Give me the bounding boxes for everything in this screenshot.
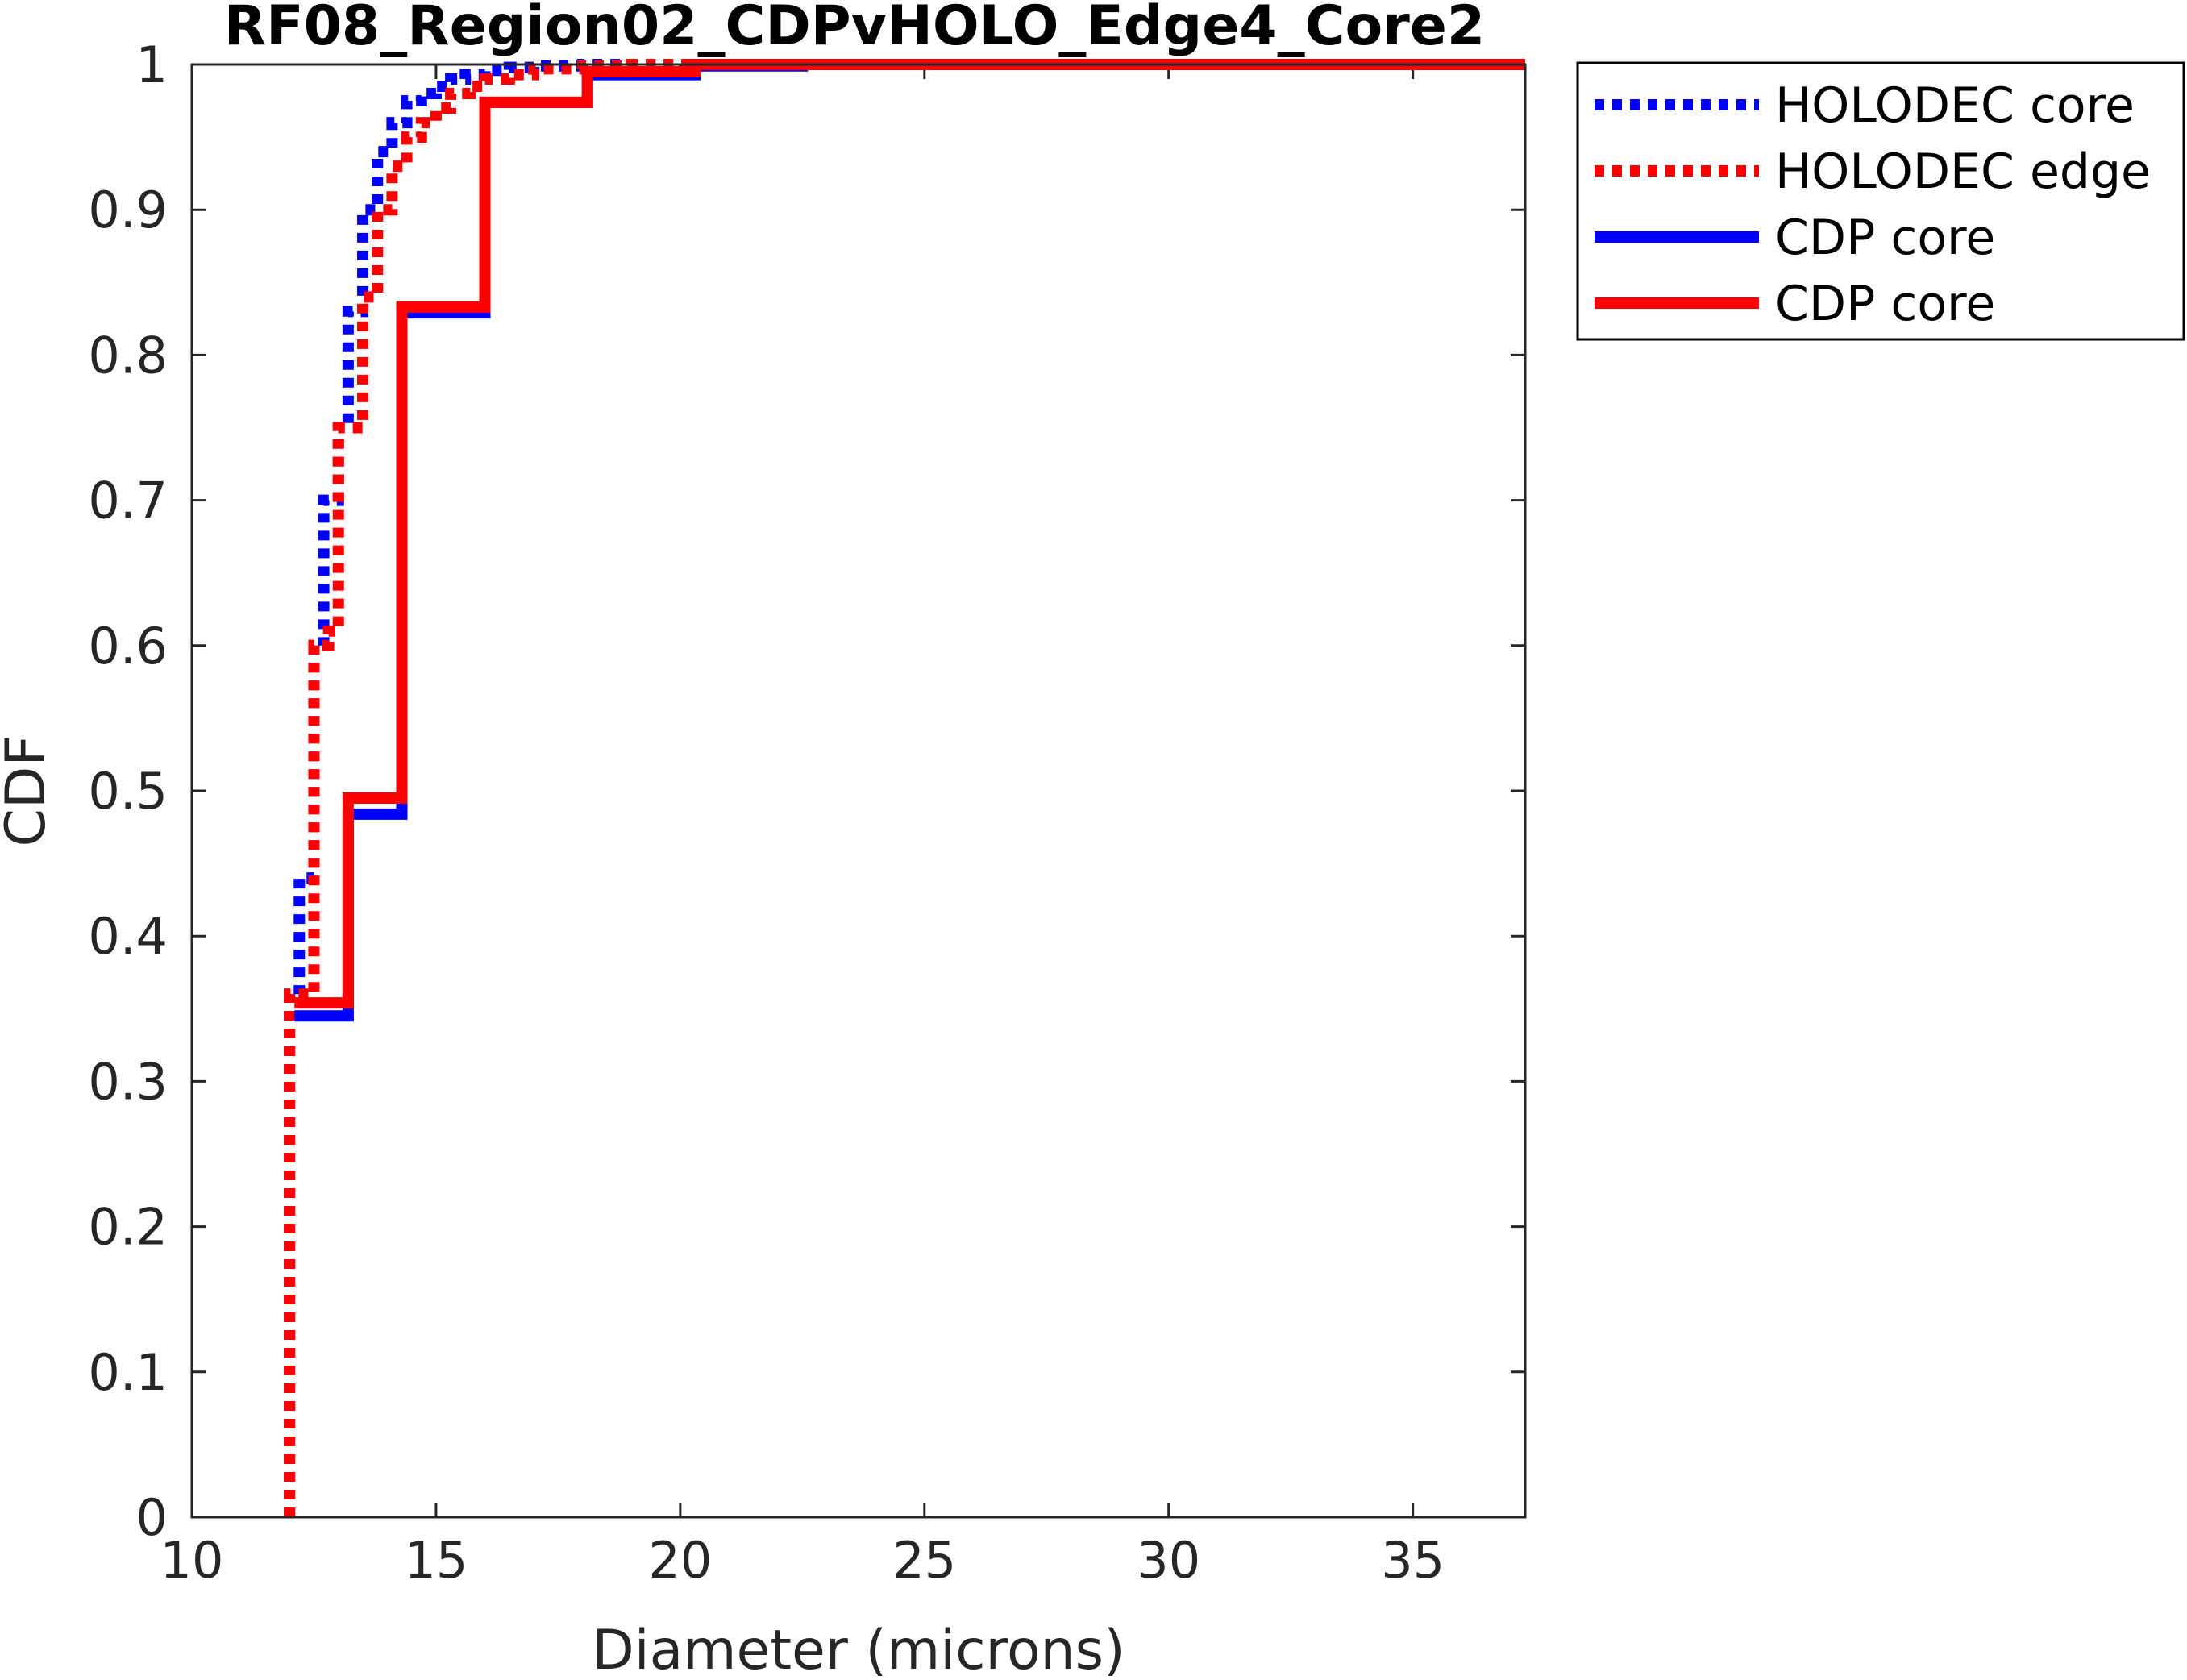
- x-tick-label: 20: [648, 1531, 712, 1590]
- y-tick-label: 0.1: [88, 1343, 168, 1402]
- legend-label: HOLODEC core: [1775, 77, 2135, 134]
- y-tick-label: 0.7: [88, 472, 168, 530]
- chart-title: RF08_Region02_CDPvHOLO_Edge4_Core2: [224, 0, 1485, 58]
- legend-label: HOLODEC edge: [1775, 143, 2151, 200]
- plot-frame: [190, 63, 1527, 1519]
- series-layer: [284, 59, 1525, 1517]
- series-line-1: [284, 59, 1525, 1517]
- x-tick-label: 30: [1137, 1531, 1200, 1590]
- legend: HOLODEC core HOLODEC edge CDP core CDP core: [1576, 61, 2185, 341]
- y-tick-label: 0.8: [88, 326, 168, 385]
- series-line-0: [284, 59, 1525, 1517]
- x-tick-label: 15: [404, 1531, 468, 1590]
- legend-box: [1576, 61, 2185, 341]
- y-tick-label: 0.2: [88, 1198, 168, 1257]
- legend-label: CDP core: [1775, 276, 1995, 332]
- plot-area: [192, 64, 1525, 1517]
- y-tick-label: 0.6: [88, 617, 168, 676]
- y-tick-label: 0.9: [88, 181, 168, 239]
- y-axis: 0 0.1 0.2 0.3 0.4 0.5 0.6 0.7 0.8 0.9 1: [88, 35, 1525, 1547]
- x-tick-label: 25: [892, 1531, 956, 1590]
- y-tick-label: 1: [136, 35, 168, 94]
- y-axis-label: CDF: [0, 735, 58, 847]
- legend-label: CDP core: [1775, 210, 1995, 266]
- x-axis-label: Diameter (microns): [592, 1619, 1125, 1680]
- y-tick-label: 0.5: [88, 762, 168, 821]
- y-tick-label: 0.4: [88, 907, 168, 966]
- y-tick-label: 0: [136, 1488, 168, 1547]
- y-tick-label: 0.3: [88, 1052, 168, 1111]
- x-axis: 10 15 20 25 30 35: [160, 64, 1445, 1590]
- x-tick-label: 10: [160, 1531, 224, 1590]
- x-tick-label: 35: [1381, 1531, 1445, 1590]
